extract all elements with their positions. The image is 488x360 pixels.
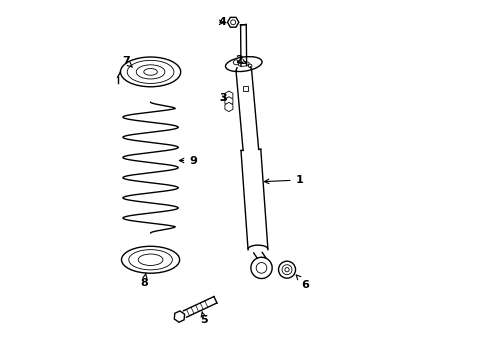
Bar bbox=[243, 86, 247, 91]
Text: 6: 6 bbox=[296, 275, 309, 289]
Text: 4: 4 bbox=[218, 17, 225, 27]
Circle shape bbox=[230, 20, 235, 25]
Circle shape bbox=[250, 257, 272, 279]
Circle shape bbox=[278, 261, 295, 278]
Ellipse shape bbox=[128, 249, 172, 270]
Ellipse shape bbox=[120, 57, 181, 87]
Ellipse shape bbox=[238, 62, 249, 66]
Text: 9: 9 bbox=[179, 156, 197, 166]
Ellipse shape bbox=[127, 60, 174, 84]
Circle shape bbox=[256, 262, 266, 273]
Text: 8: 8 bbox=[140, 273, 147, 288]
Text: 1: 1 bbox=[264, 175, 303, 185]
Text: 3: 3 bbox=[219, 94, 226, 103]
Text: 5: 5 bbox=[200, 312, 207, 325]
Ellipse shape bbox=[121, 246, 179, 273]
Text: 2: 2 bbox=[235, 55, 246, 65]
Ellipse shape bbox=[143, 68, 157, 75]
Ellipse shape bbox=[138, 254, 163, 265]
Ellipse shape bbox=[136, 65, 164, 79]
Ellipse shape bbox=[225, 57, 262, 72]
Circle shape bbox=[248, 64, 251, 68]
Text: 7: 7 bbox=[122, 56, 132, 67]
Circle shape bbox=[282, 265, 291, 275]
Circle shape bbox=[233, 60, 238, 65]
Circle shape bbox=[285, 267, 288, 272]
